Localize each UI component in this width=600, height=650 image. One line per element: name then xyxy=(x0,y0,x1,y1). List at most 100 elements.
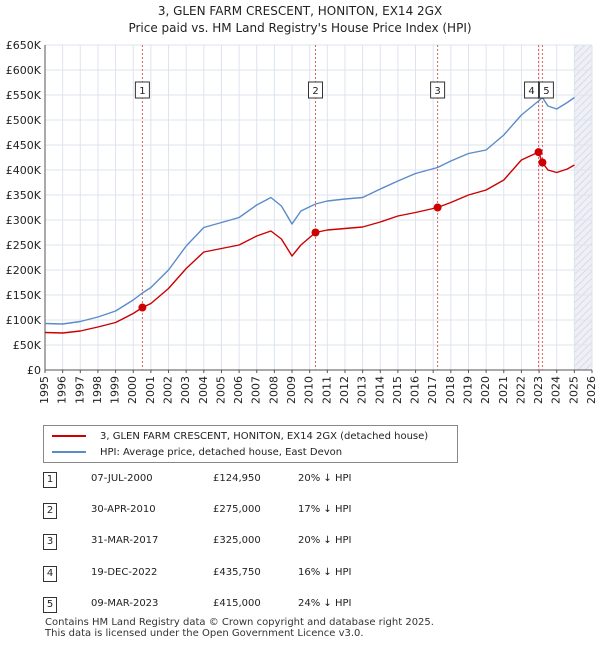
sale-number-box xyxy=(134,81,150,99)
x-tick-label: 2017 xyxy=(426,376,439,404)
x-tick-label: 2011 xyxy=(320,376,333,404)
x-tick-label: 2021 xyxy=(497,376,510,404)
chart-legend: 3, GLEN FARM CRESCENT, HONITON, EX14 2GX… xyxy=(43,425,458,463)
chart-title: 3, GLEN FARM CRESCENT, HONITON, EX14 2GX… xyxy=(0,3,600,37)
x-tick-label: 2010 xyxy=(303,376,316,404)
table-row: 3 31-MAR-2017 £325,000 20% ↓ HPI xyxy=(43,534,443,554)
row-price: £435,750 xyxy=(213,567,261,578)
y-tick-label: £500K xyxy=(6,114,42,127)
x-tick-label: 2026 xyxy=(585,376,598,404)
row-price: £275,000 xyxy=(213,504,261,515)
row-date: 09-MAR-2023 xyxy=(91,598,159,609)
row-hpi-diff: 16% ↓ HPI xyxy=(298,567,352,578)
sale-number-label: 3 xyxy=(434,86,440,97)
y-tick-label: £100K xyxy=(6,314,42,327)
y-tick-label: £400K xyxy=(6,164,42,177)
table-row: 5 09-MAR-2023 £415,000 24% ↓ HPI xyxy=(43,597,443,617)
legend-item-house: 3, GLEN FARM CRESCENT, HONITON, EX14 2GX… xyxy=(52,429,428,443)
plot-area xyxy=(45,45,592,370)
x-tick-label: 1998 xyxy=(91,376,104,404)
sale-number-label: 4 xyxy=(528,86,534,97)
sale-number-box xyxy=(308,81,324,99)
x-tick-label: 2020 xyxy=(479,376,492,404)
x-tick-label: 2008 xyxy=(267,376,280,404)
x-tick-label: 2019 xyxy=(461,376,474,404)
sale-point xyxy=(534,148,543,157)
row-hpi-diff: 24% ↓ HPI xyxy=(298,598,352,609)
x-tick-label: 2018 xyxy=(444,376,457,404)
y-tick-label: £550K xyxy=(6,89,42,102)
legend-label-hpi: HPI: Average price, detached house, East… xyxy=(100,446,343,458)
y-tick-label: £650K xyxy=(6,39,42,52)
footer-attribution: Contains HM Land Registry data © Crown c… xyxy=(45,617,434,639)
y-tick-label: £0 xyxy=(27,364,41,377)
x-tick-label: 2001 xyxy=(144,376,157,404)
row-price: £124,950 xyxy=(213,473,261,484)
row-number-badge: 4 xyxy=(43,566,57,582)
row-price: £325,000 xyxy=(213,535,261,546)
x-tick-label: 2002 xyxy=(162,376,175,404)
y-tick-label: £250K xyxy=(6,239,42,252)
sale-point xyxy=(138,303,147,312)
x-tick-label: 2009 xyxy=(285,376,298,404)
footer-line1: Contains HM Land Registry data © Crown c… xyxy=(45,617,434,628)
sale-point xyxy=(433,203,442,212)
x-tick-label: 2016 xyxy=(409,376,422,404)
table-row: 1 07-JUL-2000 £124,950 20% ↓ HPI xyxy=(43,472,443,492)
legend-label-house: 3, GLEN FARM CRESCENT, HONITON, EX14 2GX… xyxy=(100,430,429,442)
x-tick-label: 2024 xyxy=(550,376,563,404)
legend-item-hpi: HPI: Average price, detached house, East… xyxy=(52,445,342,459)
y-tick-label: £600K xyxy=(6,64,42,77)
row-number-badge: 5 xyxy=(43,597,57,613)
x-tick-label: 2012 xyxy=(338,376,351,404)
sale-point xyxy=(311,228,320,237)
x-tick-label: 1996 xyxy=(56,376,69,404)
y-tick-label: £450K xyxy=(6,139,42,152)
x-tick-label: 2014 xyxy=(373,376,386,404)
y-tick-label: £350K xyxy=(6,189,42,202)
sale-number-box xyxy=(538,81,554,99)
sale-number-label: 5 xyxy=(543,86,549,97)
x-tick-label: 1995 xyxy=(38,376,51,404)
row-hpi-diff: 20% ↓ HPI xyxy=(298,535,352,546)
price-chart: £0 £50K £100K £150K £200K £250K £300K £350K £400… xyxy=(6,39,598,404)
sale-number-box xyxy=(524,81,540,99)
x-tick-label: 2000 xyxy=(126,376,139,404)
x-tick-label: 2004 xyxy=(197,376,210,404)
forecast-hatch xyxy=(574,45,592,370)
table-row: 2 30-APR-2010 £275,000 17% ↓ HPI xyxy=(43,503,443,523)
y-tick-label: £300K xyxy=(6,214,42,227)
row-hpi-diff: 17% ↓ HPI xyxy=(298,504,352,515)
x-tick-label: 1999 xyxy=(109,376,122,404)
x-tick-label: 2006 xyxy=(232,376,245,404)
y-tick-label: £200K xyxy=(6,264,42,277)
legend-swatch-house xyxy=(52,435,86,437)
row-number-badge: 2 xyxy=(43,503,57,519)
x-tick-label: 2005 xyxy=(214,376,227,404)
series-line-hpi xyxy=(44,96,575,325)
x-tick-label: 2015 xyxy=(391,376,404,404)
row-price: £415,000 xyxy=(213,598,261,609)
row-date: 31-MAR-2017 xyxy=(91,535,159,546)
y-tick-label: £150K xyxy=(6,289,42,302)
row-date: 19-DEC-2022 xyxy=(91,567,158,578)
row-date: 07-JUL-2000 xyxy=(91,473,153,484)
x-tick-label: 2023 xyxy=(532,376,545,404)
footer-line2: This data is licensed under the Open Gov… xyxy=(45,628,364,639)
legend-swatch-hpi xyxy=(52,451,86,453)
x-tick-label: 2003 xyxy=(179,376,192,404)
sale-number-label: 1 xyxy=(139,86,145,97)
sale-point xyxy=(538,158,547,167)
y-tick-label: £50K xyxy=(13,339,42,352)
chart-title-line1: 3, GLEN FARM CRESCENT, HONITON, EX14 2GX xyxy=(157,4,443,18)
row-number-badge: 1 xyxy=(43,472,57,488)
x-tick-label: 2022 xyxy=(514,376,527,404)
chart-title-line2: Price paid vs. HM Land Registry's House … xyxy=(128,21,472,35)
sale-number-box xyxy=(430,81,446,99)
x-tick-label: 2007 xyxy=(250,376,263,404)
row-hpi-diff: 20% ↓ HPI xyxy=(298,473,352,484)
x-tick-label: 2013 xyxy=(356,376,369,404)
row-date: 30-APR-2010 xyxy=(91,504,156,515)
table-row: 4 19-DEC-2022 £435,750 16% ↓ HPI xyxy=(43,566,443,586)
x-tick-label: 2025 xyxy=(567,376,580,404)
